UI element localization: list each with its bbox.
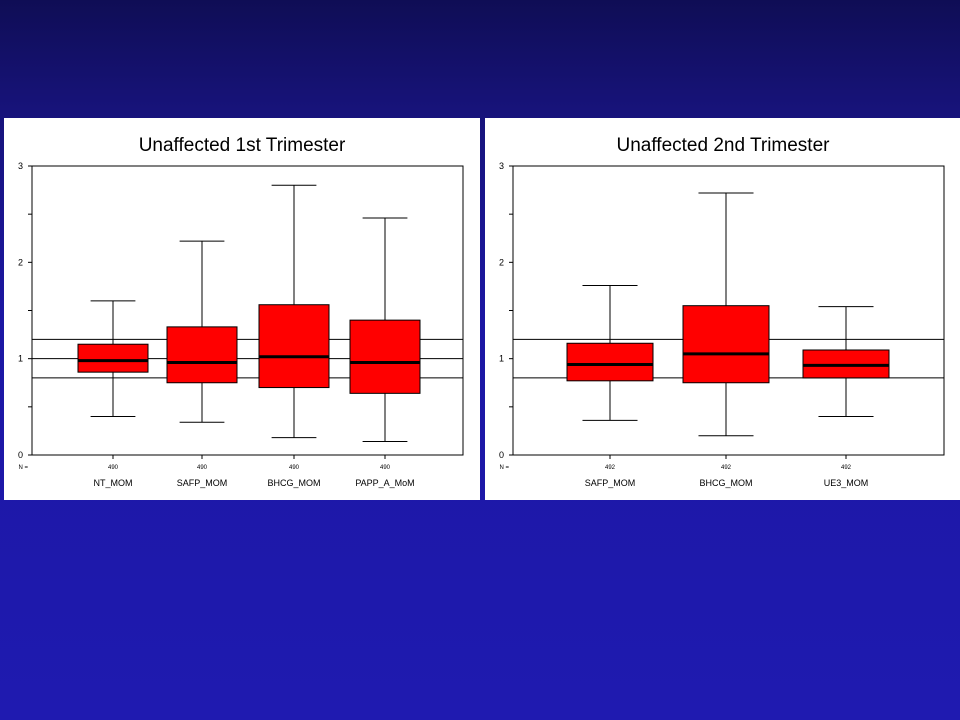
y-tick-label: 2: [499, 257, 504, 267]
chart-title: Unaffected 1st Trimester: [139, 135, 346, 156]
boxplot-2nd-trimester: Unaffected 2nd Trimester 0 1 2 3 N = 492 492 492…: [499, 135, 945, 488]
n-count-label: 490: [380, 465, 391, 471]
n-count-label: 490: [289, 465, 300, 471]
x-category-label: BHCG_MOM: [267, 478, 320, 488]
n-prefix-label: N =: [499, 465, 509, 471]
y-tick-label: 1: [499, 354, 504, 364]
n-count-label: 490: [108, 465, 119, 471]
chart-title: Unaffected 2nd Trimester: [617, 135, 831, 156]
iqr-box: [349, 319, 421, 394]
boxplot-1st-trimester: Unaffected 1st Trimester 0 1 2 3 N = 490 490 490…: [18, 135, 464, 488]
iqr-box: [258, 304, 330, 389]
chart-panel-2nd-trimester: Unaffected 2nd Trimester 0 1 2 3 N = 492 492 492…: [485, 118, 960, 500]
box-nt-mom: [77, 300, 149, 417]
iqr-box: [166, 326, 238, 384]
y-tick-label: 1: [18, 354, 23, 364]
plot-frame: [31, 165, 464, 456]
n-count-label: 492: [841, 465, 852, 471]
box-bhcg-mom: [258, 184, 330, 439]
x-category-label: NT_MOM: [94, 478, 133, 488]
x-category-label: SAFP_MOM: [177, 478, 228, 488]
box-papp-a-mom: [349, 217, 421, 443]
y-tick-label: 3: [18, 161, 23, 171]
n-prefix-label: N =: [18, 465, 28, 471]
chart-panel-1st-trimester: Unaffected 1st Trimester 0 1 2 3 N = 490 490 490…: [4, 118, 480, 500]
y-tick-label: 2: [18, 257, 23, 267]
x-category-label: PAPP_A_MoM: [355, 478, 414, 488]
y-tick-label: 0: [18, 450, 23, 460]
x-category-label: UE3_MOM: [824, 478, 869, 488]
iqr-box: [566, 342, 654, 382]
n-count-label: 492: [721, 465, 732, 471]
n-count-label: 492: [605, 465, 616, 471]
iqr-box: [77, 343, 149, 373]
y-tick-label: 3: [499, 161, 504, 171]
box-ue3-mom: [802, 306, 890, 417]
y-tick-label: 0: [499, 450, 504, 460]
box-bhcg-mom: [682, 192, 770, 437]
x-category-label: BHCG_MOM: [699, 478, 752, 488]
box-safp-mom: [166, 240, 238, 423]
box-safp-mom: [566, 284, 654, 421]
iqr-box: [682, 305, 770, 384]
x-category-label: SAFP_MOM: [585, 478, 636, 488]
n-count-label: 490: [197, 465, 208, 471]
